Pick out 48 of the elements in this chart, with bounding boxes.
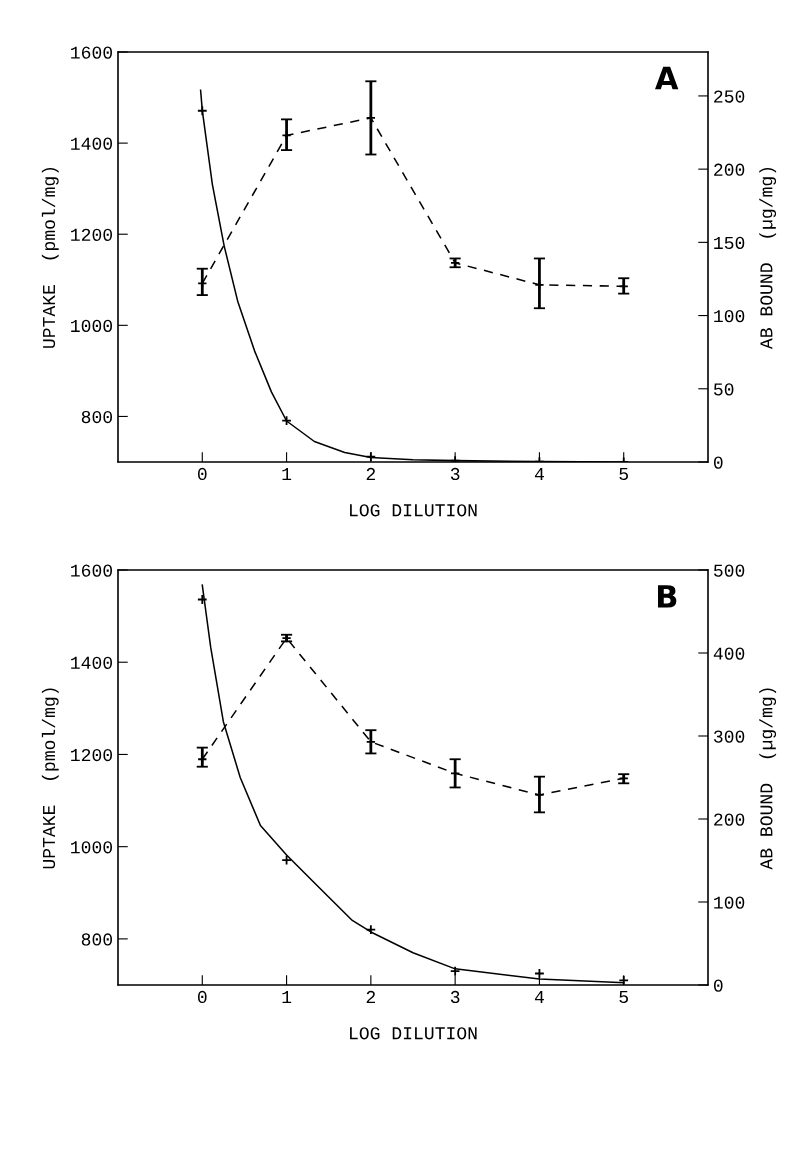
y2-axis-title: AB BOUND (µg/mg) <box>759 167 777 350</box>
point <box>365 924 377 935</box>
point <box>196 105 208 117</box>
y-tick-label: 800 <box>81 933 113 946</box>
y2-tick-label: 100 <box>714 310 745 323</box>
y2-tick-label: 50 <box>713 383 734 396</box>
x-tick-label: 0 <box>197 990 207 1004</box>
y-tick-label: 800 <box>81 410 113 424</box>
point <box>197 278 208 289</box>
x-tick-label: 2 <box>366 467 375 480</box>
x-tick-label: 3 <box>450 990 460 1004</box>
y2-tick-label: 250 <box>714 90 745 103</box>
x-tick-label: 4 <box>534 991 544 1003</box>
y-tick-label: 1400 <box>71 137 113 150</box>
y-tick-label: 1200 <box>71 748 113 762</box>
chart-title: B <box>658 585 677 608</box>
y-tick-label: 1000 <box>71 319 113 333</box>
y-axis-title: UPTAKE (pmol/mg) <box>41 167 59 348</box>
y-axis-title: UPTAKE (pmol/mg) <box>41 688 59 869</box>
y-tick-label: 1600 <box>71 564 113 577</box>
y2-axis-title: AB BOUND (µg/mg) <box>759 688 777 870</box>
y2-tick-label: 0 <box>713 456 723 469</box>
x-tick-label: 5 <box>619 991 628 1004</box>
y2-tick-label: 150 <box>714 236 745 250</box>
point <box>449 965 461 977</box>
x-tick-label: 2 <box>366 990 375 1003</box>
x-tick-label: 1 <box>282 991 292 1003</box>
x-axis-title: LOG DILUTION <box>350 504 477 517</box>
y2-tick-label: 500 <box>713 564 745 577</box>
y-tick-label: 1000 <box>71 841 113 854</box>
x-tick-label: 3 <box>450 467 460 481</box>
x-tick-label: 5 <box>619 468 628 481</box>
point <box>197 754 208 765</box>
y-tick-label: 1200 <box>71 228 113 241</box>
y-tick-label: 1600 <box>71 46 113 59</box>
x-tick-label: 1 <box>282 468 292 480</box>
x-tick-label: 4 <box>534 468 544 480</box>
point <box>618 281 629 292</box>
y2-tick-label: 0 <box>713 979 723 992</box>
y2-tick-label: 200 <box>714 163 745 176</box>
chart-title: A <box>655 66 679 90</box>
y2-tick-label: 400 <box>713 647 745 660</box>
y2-tick-label: 300 <box>713 730 745 743</box>
y2-tick-label: 200 <box>714 813 745 826</box>
x-axis-title: LOG DILUTION <box>350 1027 477 1040</box>
y2-tick-label: 100 <box>714 896 745 909</box>
x-tick-label: 0 <box>197 467 207 481</box>
y-tick-label: 1400 <box>71 656 113 669</box>
